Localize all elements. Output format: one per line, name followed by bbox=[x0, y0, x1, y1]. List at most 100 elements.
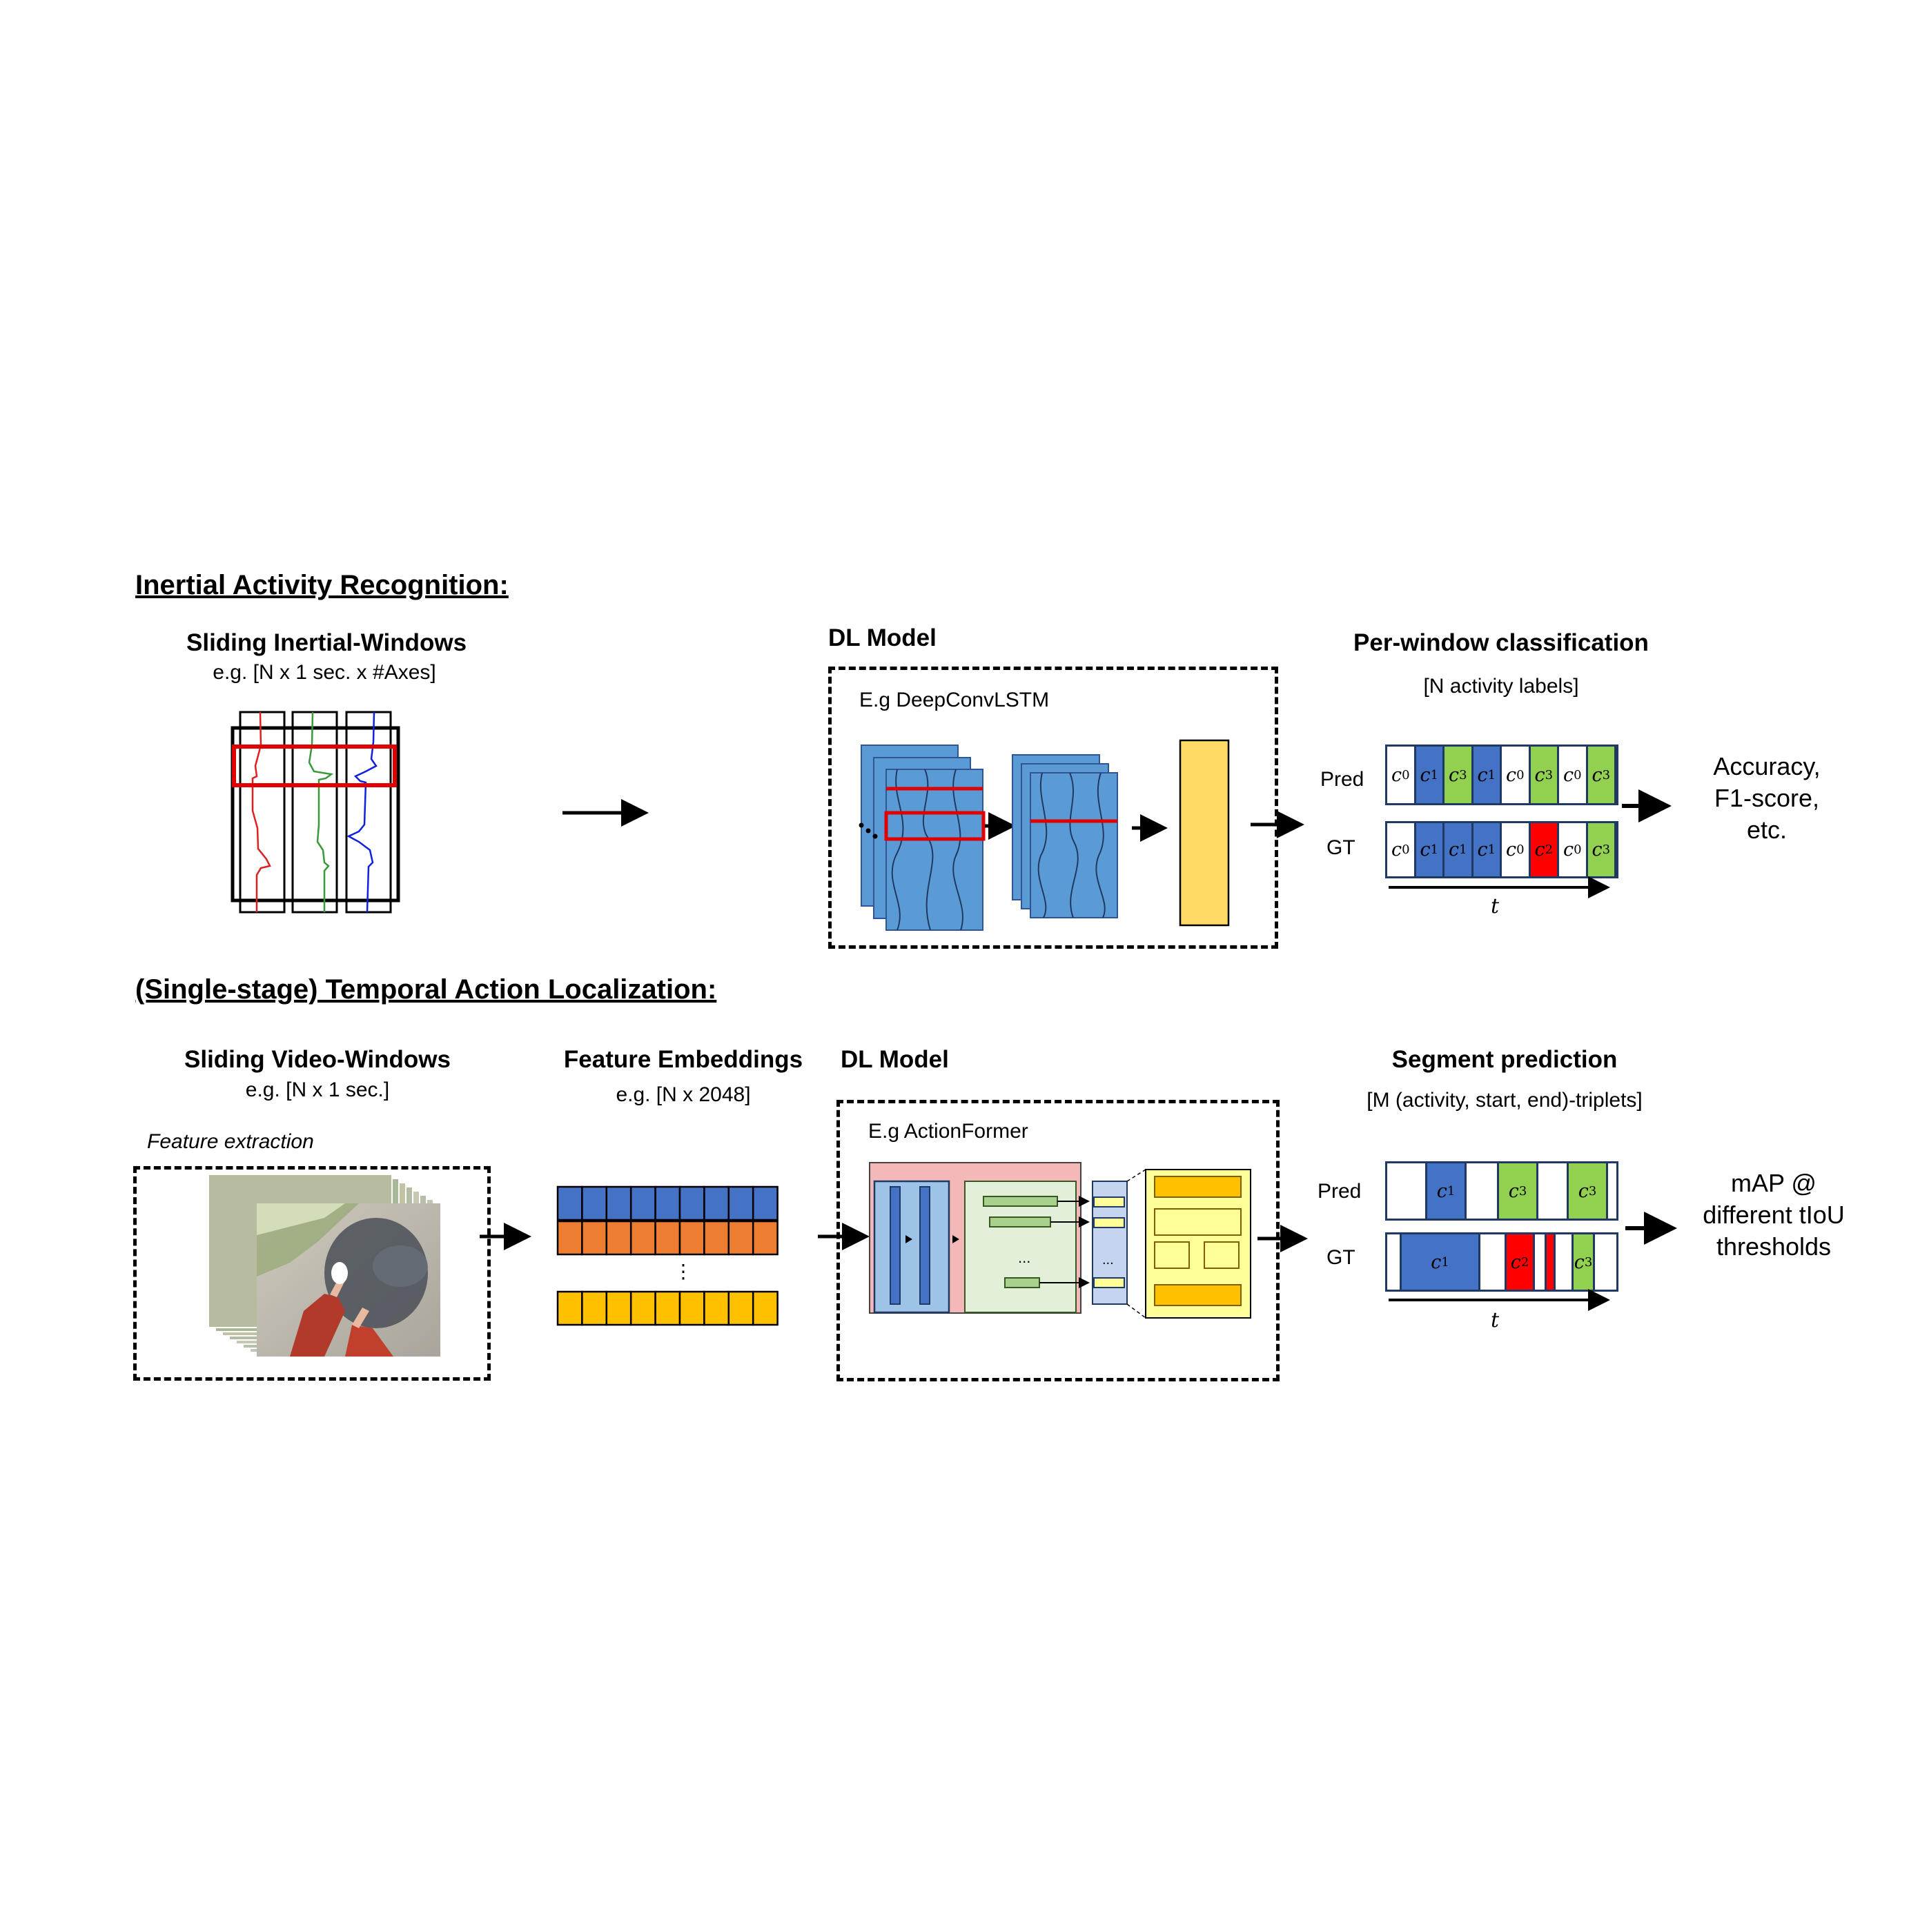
class-index: 0 bbox=[1516, 767, 1525, 782]
embedding-cell bbox=[581, 1185, 608, 1221]
signal-y bbox=[308, 711, 334, 912]
video-input-title: Sliding Video-Windows bbox=[184, 1046, 451, 1073]
class-symbol: c bbox=[1534, 839, 1545, 860]
model-stack-dots: ... bbox=[1102, 1252, 1114, 1268]
segment-title: Segment prediction bbox=[1391, 1046, 1618, 1073]
segment-index: 3 bbox=[1584, 1254, 1593, 1270]
top-metric-line: etc. bbox=[1746, 816, 1788, 844]
embedding-cell bbox=[605, 1290, 632, 1326]
class-index: 1 bbox=[1430, 767, 1439, 782]
video-input-subtitle: e.g. [N x 1 sec.] bbox=[245, 1078, 390, 1101]
top-gt-label: GT bbox=[1326, 836, 1355, 859]
top-metric-line: Accuracy, bbox=[1713, 752, 1821, 780]
video-frames-stack bbox=[208, 1174, 441, 1357]
segment-symbol: c bbox=[1508, 1180, 1519, 1202]
class-index: 3 bbox=[1459, 767, 1467, 782]
bottom-metric-line: different tIoU bbox=[1703, 1201, 1845, 1229]
segment-red-small bbox=[1545, 1234, 1556, 1290]
axis-window-1 bbox=[239, 711, 286, 914]
class-index: 0 bbox=[1574, 842, 1582, 857]
class-index: 1 bbox=[1430, 842, 1439, 857]
bottom-time-label: t bbox=[1491, 1308, 1500, 1332]
axis-window-3 bbox=[345, 711, 392, 914]
segment-subtitle: [M (activity, start, end)-triplets] bbox=[1367, 1089, 1643, 1112]
top-model-title: DL Model bbox=[828, 624, 937, 651]
class-index: 0 bbox=[1402, 842, 1410, 857]
signal-x bbox=[251, 711, 271, 912]
segment-symbol: c bbox=[1574, 1251, 1585, 1273]
embedding-cell bbox=[629, 1220, 656, 1256]
bottom-model-box bbox=[836, 1100, 1280, 1381]
segment-symbol: c bbox=[1510, 1251, 1521, 1273]
per-window-subtitle: [N activity labels] bbox=[1423, 675, 1579, 698]
segment-index: 2 bbox=[1520, 1254, 1529, 1270]
class-index: 2 bbox=[1545, 842, 1554, 857]
class-symbol: c bbox=[1505, 839, 1517, 860]
embeddings-ellipsis: ⋮ bbox=[674, 1261, 693, 1282]
embedding-cell bbox=[678, 1220, 705, 1256]
class-symbol: c bbox=[1592, 764, 1603, 786]
embedding-cell bbox=[654, 1220, 681, 1256]
class-symbol: c bbox=[1448, 764, 1460, 786]
bottom-metric-line: mAP @ bbox=[1731, 1169, 1817, 1197]
model-inner-dots: ... bbox=[1018, 1249, 1030, 1266]
class-index: 3 bbox=[1545, 767, 1554, 782]
per-window-title: Per-window classification bbox=[1353, 629, 1649, 656]
top-time-label: t bbox=[1491, 894, 1500, 918]
top-metrics: Accuracy, F1-score, etc. bbox=[1684, 751, 1850, 846]
segment-index: 3 bbox=[1518, 1183, 1527, 1199]
embedding-cell bbox=[727, 1185, 754, 1221]
embedding-cell bbox=[703, 1220, 730, 1256]
class-symbol: c bbox=[1391, 839, 1402, 860]
embedding-cell bbox=[556, 1290, 583, 1326]
class-index: 0 bbox=[1574, 767, 1582, 782]
embedding-cell bbox=[581, 1290, 608, 1326]
feature-extraction-box bbox=[133, 1166, 491, 1381]
bottom-metric-line: thresholds bbox=[1716, 1232, 1832, 1261]
class-symbol: c bbox=[1477, 764, 1488, 786]
embedding-cell bbox=[678, 1290, 705, 1326]
embedding-cell bbox=[629, 1185, 656, 1221]
segment-index: 1 bbox=[1441, 1254, 1449, 1270]
embedding-cell bbox=[654, 1185, 681, 1221]
class-index: 1 bbox=[1487, 842, 1496, 857]
top-model-box bbox=[828, 667, 1278, 949]
axis-window-2 bbox=[291, 711, 338, 914]
segment-index: 1 bbox=[1447, 1183, 1456, 1199]
embedding-cell bbox=[605, 1185, 632, 1221]
embedding-cell bbox=[654, 1290, 681, 1326]
embedding-cell bbox=[752, 1290, 779, 1326]
class-index: 0 bbox=[1402, 767, 1410, 782]
inertial-input-title: Sliding Inertial-Windows bbox=[186, 629, 467, 656]
sequence-frame bbox=[231, 726, 400, 903]
section-title-tal: (Single-stage) Temporal Action Localizat… bbox=[135, 974, 717, 1005]
segment-symbol: c bbox=[1431, 1251, 1442, 1273]
embeddings-title: Feature Embeddings bbox=[563, 1046, 803, 1073]
class-symbol: c bbox=[1420, 839, 1431, 860]
embedding-cell bbox=[752, 1185, 779, 1221]
class-index: 3 bbox=[1602, 767, 1611, 782]
bottom-model-name: E.g ActionFormer bbox=[868, 1120, 1028, 1143]
class-index: 1 bbox=[1459, 842, 1467, 857]
bottom-metrics: mAP @ different tIoU thresholds bbox=[1670, 1167, 1877, 1263]
embedding-cell bbox=[727, 1290, 754, 1326]
embedding-cell bbox=[556, 1185, 583, 1221]
segment-index: 3 bbox=[1588, 1183, 1597, 1199]
